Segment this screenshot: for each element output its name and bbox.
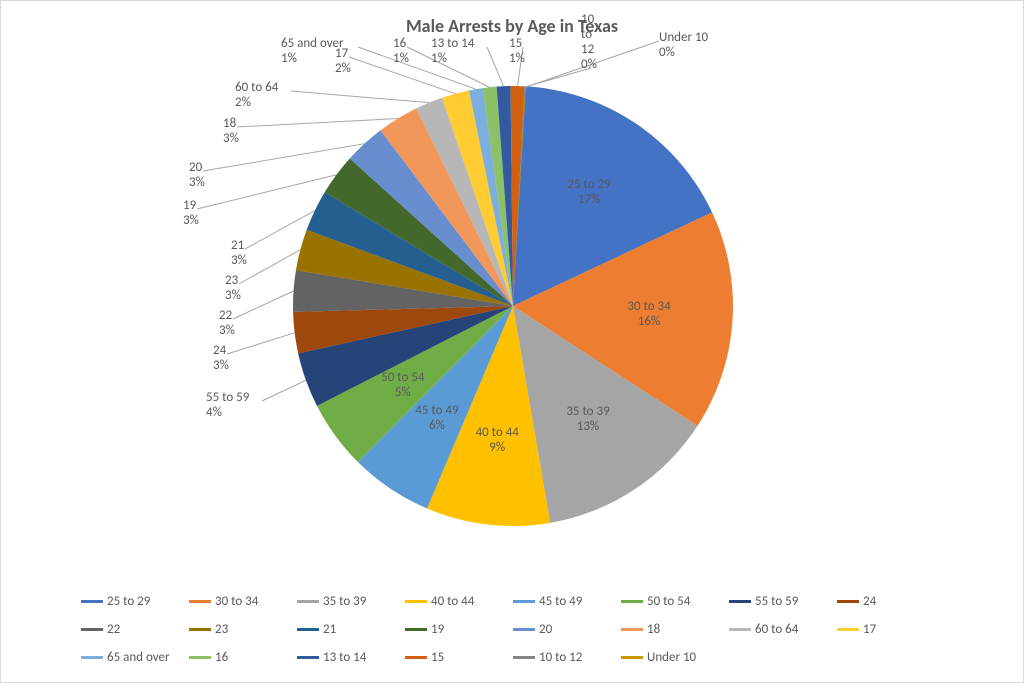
leader-line <box>291 91 429 103</box>
leader-line <box>237 119 398 127</box>
legend-item: 25 to 29 <box>81 591 189 612</box>
legend-label: 15 <box>431 650 444 665</box>
legend-swatch <box>513 656 535 659</box>
legend-swatch <box>81 628 103 631</box>
legend-item: 60 to 64 <box>729 619 837 640</box>
legend-swatch <box>297 600 319 603</box>
legend-swatch <box>837 628 859 631</box>
legend-item: 16 <box>189 647 297 668</box>
legend-swatch <box>81 656 103 659</box>
legend-label: 23 <box>215 622 228 637</box>
slice-label: 10 to 12 0% <box>581 13 597 73</box>
legend-item: 24 <box>837 591 945 612</box>
slice-label: 45 to 49 6% <box>415 404 458 434</box>
slice-label: 18 3% <box>223 117 239 147</box>
legend-swatch <box>621 628 643 631</box>
legend-swatch <box>405 600 427 603</box>
legend-item: 65 and over <box>81 647 189 668</box>
legend-item: 13 to 14 <box>297 647 405 668</box>
slice-label: 60 to 64 2% <box>235 81 278 111</box>
legend-item: 35 to 39 <box>297 591 405 612</box>
legend-swatch <box>297 656 319 659</box>
legend-swatch <box>81 600 103 603</box>
leader-line <box>239 250 300 284</box>
legend-swatch <box>297 628 319 631</box>
slice-label: Under 10 0% <box>659 31 708 61</box>
legend-item: 15 <box>405 647 513 668</box>
leader-line <box>262 380 306 401</box>
slice-label: 50 to 54 5% <box>381 371 424 401</box>
slice-label: 55 to 59 4% <box>206 391 249 421</box>
legend-label: 35 to 39 <box>323 594 366 609</box>
legend-item: 45 to 49 <box>513 591 621 612</box>
legend-label: 40 to 44 <box>431 594 474 609</box>
slice-label: 15 1% <box>509 37 525 67</box>
slice-label: 30 to 34 16% <box>627 300 670 330</box>
legend-swatch <box>621 600 643 603</box>
legend-label: 25 to 29 <box>107 594 150 609</box>
slice-label: 24 3% <box>213 344 229 374</box>
legend-item: 23 <box>189 619 297 640</box>
legend-label: 10 to 12 <box>539 650 582 665</box>
slice-label: 25 to 29 17% <box>567 178 610 208</box>
legend-label: 24 <box>863 594 876 609</box>
legend-item: 20 <box>513 619 621 640</box>
slice-label: 19 3% <box>183 199 199 229</box>
legend-swatch <box>405 656 427 659</box>
legend-item: 18 <box>621 619 729 640</box>
legend-item: 17 <box>837 619 945 640</box>
legend-label: 20 <box>539 622 552 637</box>
legend-label: 50 to 54 <box>647 594 690 609</box>
legend-item: 55 to 59 <box>729 591 837 612</box>
legend-label: 19 <box>431 622 444 637</box>
legend-item: 40 to 44 <box>405 591 513 612</box>
legend-swatch <box>729 628 751 631</box>
slice-label: 40 to 44 9% <box>476 427 519 457</box>
legend-swatch <box>513 628 535 631</box>
legend-label: 65 and over <box>107 650 170 665</box>
legend-label: 21 <box>323 622 336 637</box>
slice-label: 23 3% <box>225 274 241 304</box>
legend-label: 55 to 59 <box>755 594 798 609</box>
slice-label: 13 to 14 1% <box>431 37 474 67</box>
legend-swatch <box>189 656 211 659</box>
legend-label: 22 <box>107 622 120 637</box>
slice-label: 65 and over 1% <box>281 37 344 67</box>
legend-item: 21 <box>297 619 405 640</box>
legend-swatch <box>621 656 643 659</box>
legend-label: 16 <box>215 650 228 665</box>
legend-item: Under 10 <box>621 647 729 668</box>
legend-label: 45 to 49 <box>539 594 582 609</box>
legend-label: 17 <box>863 622 876 637</box>
legend-label: 18 <box>647 622 660 637</box>
legend-label: 13 to 14 <box>323 650 366 665</box>
leader-line <box>197 175 336 209</box>
slice-label: 35 to 39 13% <box>566 405 609 435</box>
leader-line <box>233 291 294 319</box>
slice-label: 20 3% <box>189 161 205 191</box>
slice-label: 22 3% <box>219 309 235 339</box>
legend-label: 30 to 34 <box>215 594 258 609</box>
legend-label: 60 to 64 <box>755 622 798 637</box>
legend-swatch <box>405 628 427 631</box>
legend-item: 30 to 34 <box>189 591 297 612</box>
legend-item: 22 <box>81 619 189 640</box>
legend-item: 50 to 54 <box>621 591 729 612</box>
slice-label: 21 3% <box>231 239 247 269</box>
legend-item: 19 <box>405 619 513 640</box>
slice-label: 16 1% <box>393 37 409 67</box>
leader-line <box>203 144 364 171</box>
legend-item: 10 to 12 <box>513 647 621 668</box>
pie-svg <box>1 1 1024 684</box>
legend-swatch <box>837 600 859 603</box>
legend-swatch <box>189 628 211 631</box>
leader-line <box>487 47 504 86</box>
pie-chart-container: Male Arrests by Age in Texas 25 to 2930 … <box>0 0 1024 683</box>
legend-swatch <box>729 600 751 603</box>
legend-label: Under 10 <box>647 650 696 665</box>
legend-swatch <box>513 600 535 603</box>
chart-legend: 25 to 29 30 to 34 35 to 39 40 to 44 45 to 49… <box>81 591 945 675</box>
legend-swatch <box>189 600 211 603</box>
leader-line <box>227 333 295 354</box>
